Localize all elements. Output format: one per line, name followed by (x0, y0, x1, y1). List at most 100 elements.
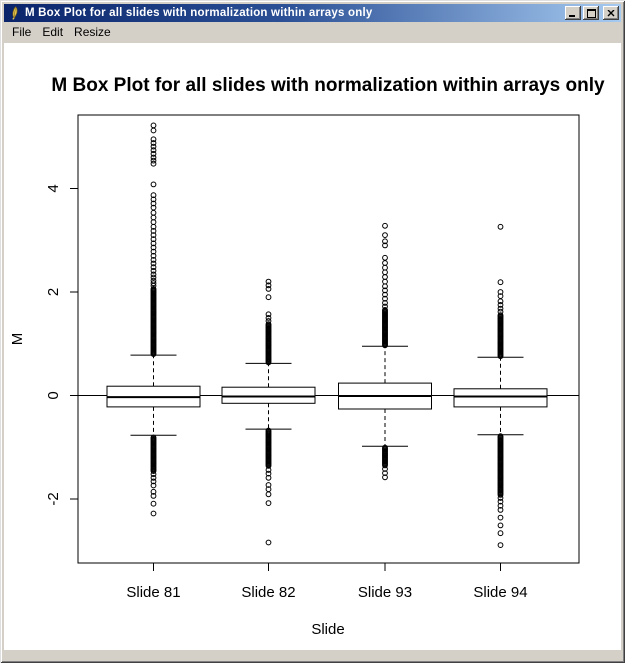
outlier-point (150, 136, 157, 143)
outlier-point (497, 495, 504, 501)
outlier-point (265, 321, 272, 328)
maximize-button[interactable] (583, 6, 599, 20)
outlier-point (150, 209, 157, 216)
outlier-point (497, 223, 504, 230)
y-tick-label: -2 (45, 492, 62, 505)
outlier-point (265, 427, 272, 434)
plot-client-area: -2 0 2 4 Slide 81 Slide 82 Slide 93 Slide 94 M B… (4, 43, 621, 650)
outlier-point (497, 502, 504, 509)
boxplot-chart: -2 0 2 4 Slide 81 Slide 82 Slide 93 Slide 94 M B… (9, 75, 605, 638)
outlier-point (265, 286, 272, 292)
outlier-point (150, 510, 157, 517)
outlier-point (382, 444, 388, 451)
outlier-point (265, 278, 272, 285)
outlier-point (150, 150, 157, 157)
outlier-point (150, 154, 157, 161)
outlier-point (150, 277, 157, 284)
window-controls (563, 6, 619, 20)
outlier-point (150, 181, 157, 188)
outlier-point (150, 493, 157, 499)
outlier-point (150, 482, 157, 489)
outlier-point (150, 219, 157, 226)
outlier-point (150, 474, 157, 481)
outlier-point (150, 140, 157, 146)
minimize-button[interactable] (565, 6, 581, 20)
outlier-point (382, 232, 388, 239)
boxplot-slide-82 (221, 278, 316, 546)
outlier-point (150, 147, 157, 154)
outlier-point (497, 293, 504, 300)
outlier-point (150, 488, 157, 495)
outlier-point (265, 467, 272, 473)
y-tick-label: 0 (45, 391, 62, 399)
outlier-point (150, 267, 157, 274)
axes: -2 0 2 4 Slide 81 Slide 82 Slide 93 Slide 94 M B… (9, 75, 605, 638)
outlier-point (150, 280, 157, 287)
outlier-point (497, 542, 504, 548)
x-tick-label: Slide 81 (126, 584, 180, 601)
outlier-point (497, 305, 504, 312)
boxplot-slide-93 (338, 222, 432, 481)
menu-item-file[interactable]: File (12, 25, 32, 39)
outlier-point (265, 539, 272, 546)
title-bar[interactable]: M Box Plot for all slides with normaliza… (4, 4, 621, 22)
outlier-point (150, 286, 157, 292)
outlier-point (382, 222, 388, 229)
boxplot-slide-94 (453, 223, 548, 548)
window-resize-border[interactable] (4, 650, 621, 659)
outlier-point (382, 307, 388, 313)
outlier-point (150, 500, 157, 507)
minimize-icon (569, 14, 575, 17)
iqr-box (453, 388, 548, 408)
outlier-point (265, 500, 272, 507)
outlier-point (150, 196, 157, 203)
outlier-point (150, 260, 157, 267)
outlier-point (150, 122, 157, 129)
boxplot-slide-81 (106, 122, 201, 517)
iqr-box (221, 386, 316, 404)
outlier-point (150, 252, 157, 259)
outlier-point (150, 240, 157, 247)
outlier-point (150, 192, 157, 199)
outlier-point (150, 228, 157, 234)
outlier-point (265, 311, 272, 318)
outlier-point (497, 507, 504, 513)
menu-item-resize[interactable]: Resize (74, 25, 111, 39)
outlier-point (497, 279, 504, 286)
outlier-point (497, 302, 504, 308)
outlier-point (382, 264, 388, 271)
outlier-point (497, 433, 504, 440)
outlier-point (382, 470, 388, 477)
outlier-point (382, 238, 388, 245)
x-tick-label: Slide 93 (358, 584, 412, 601)
outlier-point (150, 236, 157, 243)
outlier-point (265, 282, 272, 289)
outlier-point (150, 257, 157, 263)
outlier-point (382, 474, 388, 481)
outlier-point (497, 498, 504, 505)
outlier-point (497, 289, 504, 295)
outlier-point (382, 269, 388, 276)
window-title: M Box Plot for all slides with normaliza… (25, 6, 373, 19)
outlier-point (265, 482, 272, 488)
menu-item-edit[interactable]: Edit (42, 25, 64, 39)
plot-border (77, 114, 580, 564)
feather-icon[interactable] (7, 6, 21, 20)
outlier-point (150, 200, 157, 207)
outlier-point (150, 244, 157, 251)
close-button[interactable] (603, 6, 619, 20)
outlier-point (382, 287, 388, 294)
outlier-point (150, 214, 157, 221)
outlier-point (382, 303, 388, 310)
outlier-point (382, 274, 388, 280)
outlier-point (150, 434, 157, 441)
outlier-point (150, 471, 157, 478)
y-tick-label: 4 (45, 184, 62, 192)
outlier-point (150, 157, 157, 164)
outlier-point (150, 478, 157, 485)
y-tick-label: 2 (45, 288, 62, 296)
outlier-point (382, 300, 388, 306)
close-icon (607, 9, 615, 16)
outlier-point (150, 204, 157, 211)
